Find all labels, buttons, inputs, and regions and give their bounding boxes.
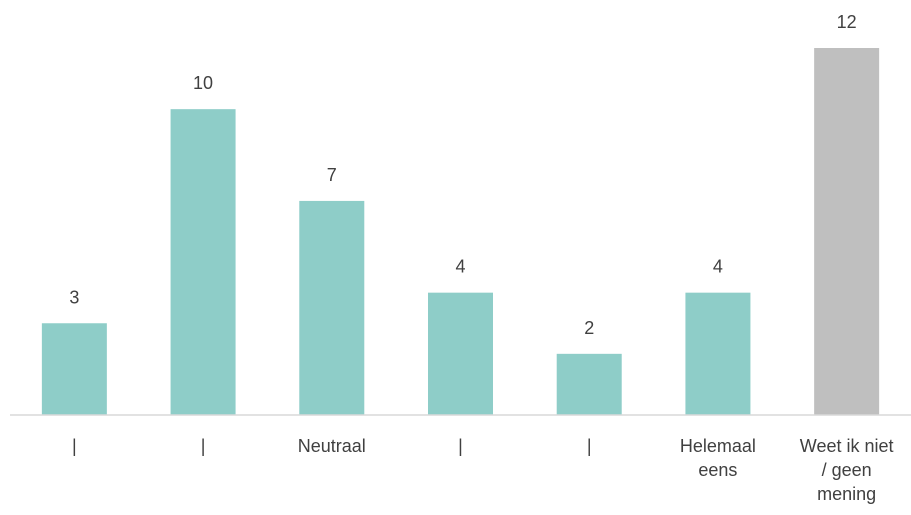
category-label-1: |: [72, 436, 77, 456]
bar-3: [299, 200, 365, 415]
category-labels-group: | | Neutraal | | Helemaal eens Weet ik niet / ge…: [72, 436, 893, 504]
category-label-6-line-2: eens: [698, 460, 737, 480]
category-label-3-line-1: Neutraal: [298, 436, 366, 456]
category-label-7-line-1: Weet ik niet: [800, 436, 894, 456]
category-label-7: Weet ik niet / geen mening: [800, 436, 894, 504]
value-label-4: 4: [455, 257, 465, 277]
bar-5: [556, 353, 622, 415]
value-label-3: 7: [327, 165, 337, 185]
value-label-2: 10: [193, 73, 213, 93]
category-label-4: |: [458, 436, 463, 456]
category-label-2-line-1: |: [201, 436, 206, 456]
value-label-7: 12: [837, 12, 857, 32]
bar-7: [814, 48, 880, 415]
category-label-5: |: [587, 436, 592, 456]
category-label-1-line-1: |: [72, 436, 77, 456]
category-label-7-line-2: / geen: [822, 460, 872, 480]
bar-2: [170, 109, 236, 416]
value-labels-group: 3 10 7 4 2 4 12: [69, 12, 856, 338]
category-label-4-line-1: |: [458, 436, 463, 456]
category-label-5-line-1: |: [587, 436, 592, 456]
value-label-5: 2: [584, 318, 594, 338]
bar-4: [428, 292, 493, 415]
bar-1: [41, 323, 107, 415]
bars-group: [41, 48, 880, 416]
category-label-6-line-1: Helemaal: [680, 436, 756, 456]
category-label-3: Neutraal: [298, 436, 366, 456]
category-label-6: Helemaal eens: [680, 436, 756, 480]
bar-6: [685, 292, 751, 415]
value-label-6: 4: [713, 257, 723, 277]
category-label-2: |: [201, 436, 206, 456]
value-label-1: 3: [69, 287, 79, 307]
category-label-7-line-3: mening: [817, 484, 876, 504]
